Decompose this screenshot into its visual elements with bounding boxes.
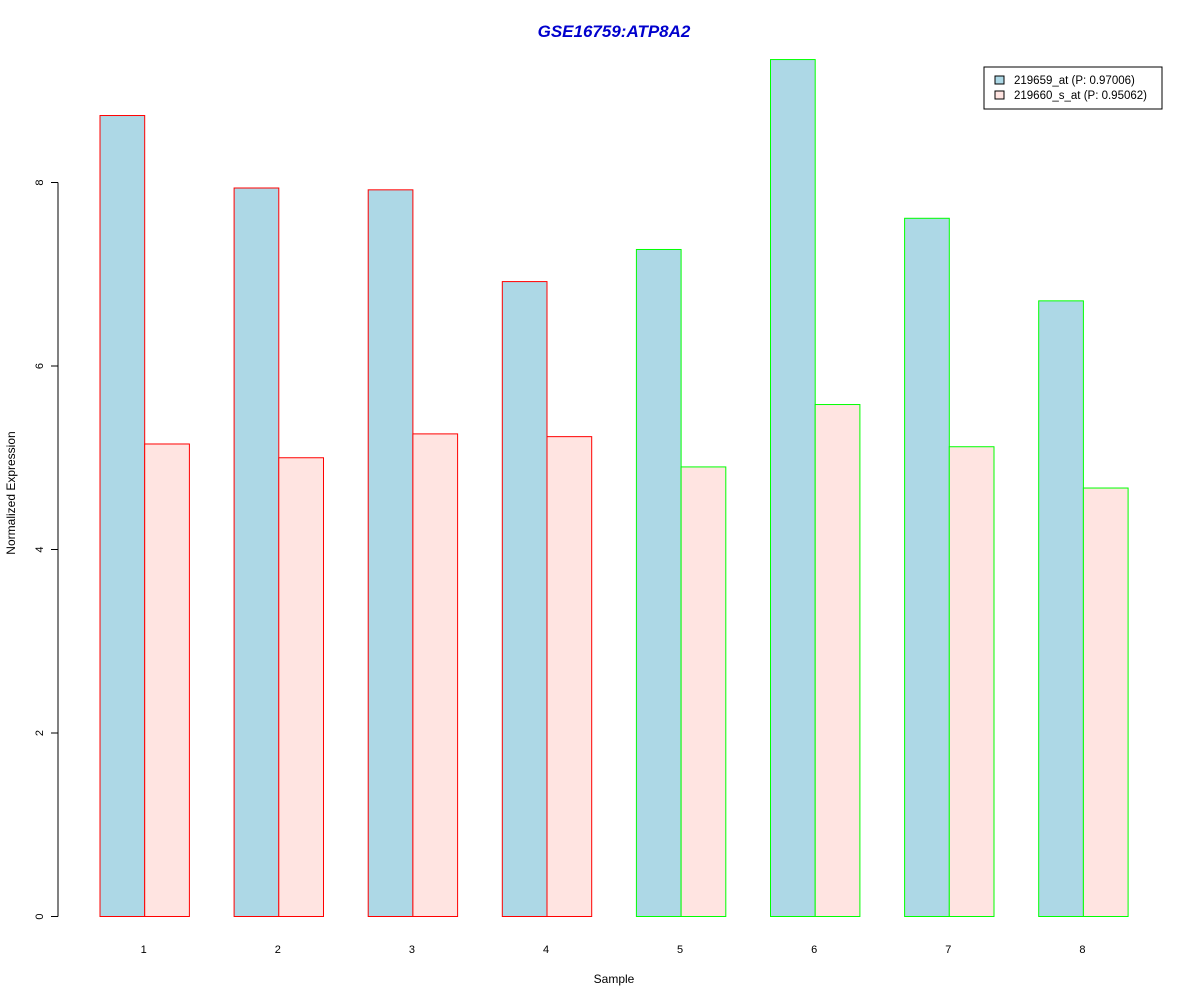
bar-sample-2-series-2 xyxy=(278,457,324,917)
bar-sample-8-series-2 xyxy=(1082,487,1129,917)
x-tick-label: 1 xyxy=(141,944,147,956)
x-tick-label: 8 xyxy=(1079,944,1085,956)
bar-sample-1-series-2 xyxy=(144,443,190,917)
bar-sample-8-series-1 xyxy=(1038,300,1084,918)
legend-label-2: 219660_s_at (P: 0.95062) xyxy=(1014,90,1147,102)
x-tick-label: 4 xyxy=(543,944,549,956)
bar-sample-2-series-1 xyxy=(233,187,280,917)
x-tick-label: 2 xyxy=(275,944,281,956)
bar-sample-6-series-1 xyxy=(770,59,816,918)
y-axis: 0 2 4 6 8 xyxy=(34,179,59,920)
bar-sample-3-series-1 xyxy=(367,189,414,917)
y-tick-label: 8 xyxy=(34,179,46,185)
x-axis-tick-labels: 1 2 3 4 5 6 7 8 xyxy=(141,944,1086,956)
y-tick-label: 0 xyxy=(34,913,46,919)
legend-box xyxy=(983,66,1163,110)
legend-swatch-1 xyxy=(994,75,1005,85)
x-axis-label: Sample xyxy=(594,972,635,986)
y-axis-label: Normalized Expression xyxy=(4,431,18,554)
y-tick-label: 4 xyxy=(34,546,46,552)
legend-swatch-2 xyxy=(994,90,1005,100)
bar-sample-5-series-1 xyxy=(635,248,682,918)
x-tick-label: 6 xyxy=(811,944,817,956)
chart-title: GSE16759:ATP8A2 xyxy=(538,22,691,41)
bar-sample-5-series-2 xyxy=(680,466,727,917)
x-tick-label: 3 xyxy=(409,944,415,956)
bar-sample-4-series-1 xyxy=(501,281,548,917)
bar-sample-7-series-2 xyxy=(948,446,995,917)
y-tick-label: 2 xyxy=(34,730,46,736)
x-tick-label: 5 xyxy=(677,944,683,956)
bar-sample-4-series-2 xyxy=(546,436,593,917)
bar-sample-3-series-2 xyxy=(412,433,459,917)
legend: 219659_at (P: 0.97006) 219660_s_at (P: 0.… xyxy=(983,66,1163,110)
bar-sample-6-series-2 xyxy=(814,404,861,917)
bar-sample-1-series-1 xyxy=(99,115,146,917)
x-tick-label: 7 xyxy=(945,944,951,956)
y-tick-label: 6 xyxy=(34,363,46,369)
legend-label-1: 219659_at (P: 0.97006) xyxy=(1014,75,1135,87)
bar-sample-7-series-1 xyxy=(904,217,950,918)
bars-group xyxy=(99,59,1129,918)
